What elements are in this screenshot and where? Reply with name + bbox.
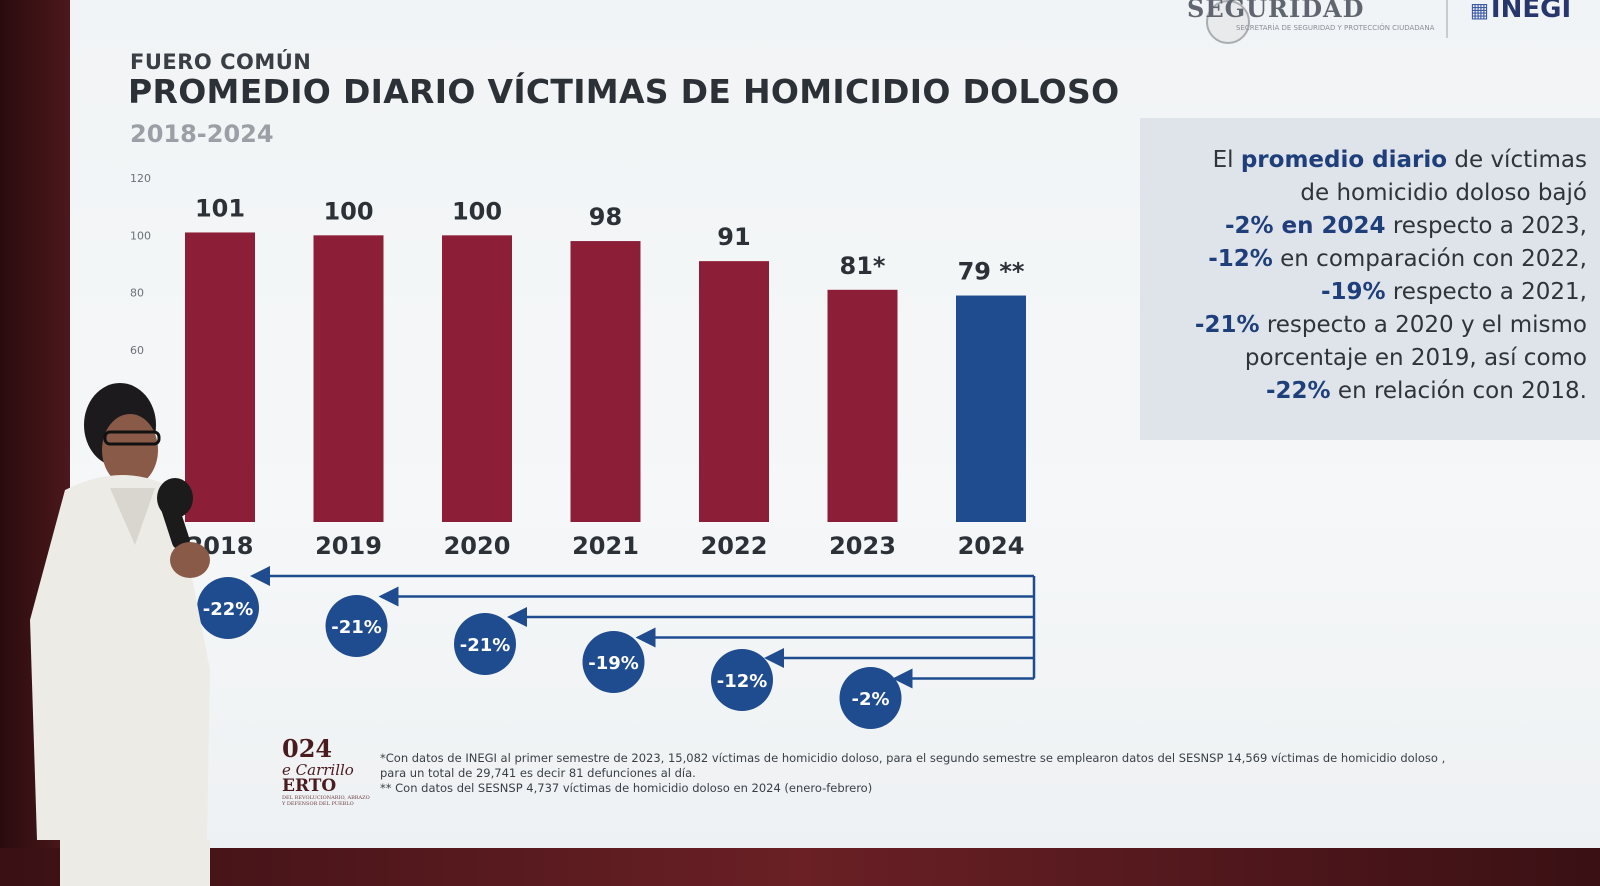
event-logo-name: e Carrillo — [282, 761, 354, 779]
change-badge-circle — [325, 595, 388, 657]
change-badge-label: -2% — [851, 689, 889, 710]
category-label: 2022 — [701, 532, 768, 560]
category-label: 2020 — [444, 532, 511, 560]
bar-2022 — [699, 261, 769, 522]
government-seal-icon — [1206, 0, 1250, 44]
summary-text: El — [1212, 147, 1241, 173]
slide-kicker: FUERO COMÚN — [130, 50, 312, 74]
bar-2019 — [313, 235, 384, 523]
summary-text: respecto a 2023, — [1385, 213, 1587, 239]
bar-2018 — [185, 232, 255, 522]
bar-2023 — [827, 289, 898, 522]
bar-value-label: 101 — [195, 194, 245, 222]
change-badge-label: -21% — [460, 635, 511, 656]
event-logo-year: 024 — [282, 734, 333, 763]
change-badge-2021: -19% — [582, 631, 645, 693]
bar-value-label: 81* — [840, 252, 886, 280]
logo-divider — [1446, 0, 1448, 38]
inegi-logo: ▦INEGI — [1470, 0, 1571, 24]
change-badge-circle — [839, 667, 902, 729]
summary-line: -22% en relación con 2018. — [1150, 375, 1587, 408]
change-badge-circle — [582, 631, 645, 693]
footnote-line-2: para un total de 29,741 es decir 81 defu… — [380, 766, 696, 780]
presenter-figure — [30, 383, 210, 886]
summary-emphasis: -19% — [1320, 279, 1386, 305]
change-badge-circle — [197, 577, 259, 639]
change-badge-label: -12% — [717, 671, 768, 692]
slide-title: PROMEDIO DIARIO VÍCTIMAS DE HOMICIDIO DO… — [128, 72, 1120, 111]
category-label: 2021 — [572, 532, 639, 560]
change-badge-circle — [711, 649, 773, 711]
bar-value-label: 79 ** — [958, 258, 1025, 286]
y-tick-label: 120 — [130, 172, 151, 185]
y-tick-label: 100 — [130, 229, 151, 242]
inegi-dots-icon: ▦ — [1470, 0, 1489, 22]
bar-value-label: 91 — [717, 223, 750, 251]
summary-line: de homicidio doloso bajó — [1150, 177, 1587, 210]
seguridad-logo: SEGURIDAD — [1187, 0, 1365, 23]
summary-text: respecto a 2020 y el mismo — [1259, 312, 1587, 338]
footnotes: *Con datos de INEGI al primer semestre d… — [380, 751, 1560, 796]
change-badge-2023: -2% — [839, 667, 902, 729]
y-tick-label: 60 — [130, 344, 144, 357]
summary-text: en comparación con 2022, — [1272, 246, 1587, 272]
category-label: 2023 — [829, 532, 896, 560]
summary-line: porcentaje en 2019, así como — [1150, 342, 1587, 375]
change-badge-label: -22% — [203, 599, 254, 620]
bar-2021 — [570, 241, 641, 523]
category-label: 2024 — [958, 532, 1025, 560]
y-tick-label: 80 — [130, 287, 144, 300]
summary-text: de víctimas — [1447, 147, 1587, 173]
bar-2020 — [442, 235, 512, 523]
presentation-slide: FUERO COMÚN PROMEDIO DIARIO VÍCTIMAS DE … — [70, 0, 1600, 852]
bar-value-label: 98 — [589, 203, 622, 231]
background-bottom-strip — [0, 848, 1600, 886]
bar-value-label: 100 — [323, 197, 373, 225]
summary-line: El promedio diario de víctimas — [1150, 144, 1587, 177]
event-logo: 024 e Carrillo ERTO DEL REVOLUCIONARIO, … — [282, 734, 372, 824]
change-badge-label: -21% — [331, 617, 382, 638]
change-badge-label: -19% — [588, 653, 639, 674]
bar-value-label: 100 — [452, 197, 502, 225]
change-badge-2020: -21% — [454, 613, 516, 675]
summary-box: El promedio diario de víctimas de homicid… — [1140, 118, 1600, 440]
event-logo-subtitle: DEL REVOLUCIONARIO, ABRAZO Y DEFENSOR DE… — [282, 795, 370, 807]
summary-emphasis: promedio diario — [1240, 147, 1448, 173]
slide-period: 2018-2024 — [130, 120, 274, 148]
summary-line: -2% en 2024 respecto a 2023, — [1150, 210, 1587, 243]
seguridad-logo-subtitle: SECRETARÍA DE SEGURIDAD Y PROTECCIÓN CIU… — [1236, 24, 1435, 32]
change-badge-circle — [454, 613, 516, 675]
summary-emphasis: -2% en 2024 — [1224, 213, 1386, 239]
event-logo-name-2: ERTO — [282, 776, 337, 796]
footnote-line-1: *Con datos de INEGI al primer semestre d… — [380, 751, 1446, 765]
category-label: 2019 — [315, 532, 382, 560]
summary-emphasis: -21% — [1194, 312, 1260, 338]
summary-line: -19% respecto a 2021, — [1150, 276, 1587, 309]
summary-text: porcentaje en 2019, así como — [1244, 345, 1587, 371]
summary-emphasis: -12% — [1208, 246, 1273, 272]
footnote-line-3: ** Con datos del SESNSP 4,737 víctimas d… — [380, 781, 873, 795]
summary-text: de homicidio doloso bajó — [1300, 180, 1587, 206]
summary-emphasis: -22% — [1266, 378, 1331, 404]
summary-text: en relación con 2018. — [1330, 378, 1587, 404]
change-badge-2022: -12% — [711, 649, 773, 711]
bar-2024 — [956, 295, 1026, 522]
change-badge-2019: -21% — [325, 595, 388, 657]
summary-line: -12% en comparación con 2022, — [1150, 243, 1587, 276]
inegi-logo-text: INEGI — [1490, 0, 1572, 24]
summary-text: respecto a 2021, — [1385, 279, 1587, 305]
change-badge-2018: -22% — [197, 577, 259, 639]
summary-line: -21% respecto a 2020 y el mismo — [1150, 309, 1587, 342]
